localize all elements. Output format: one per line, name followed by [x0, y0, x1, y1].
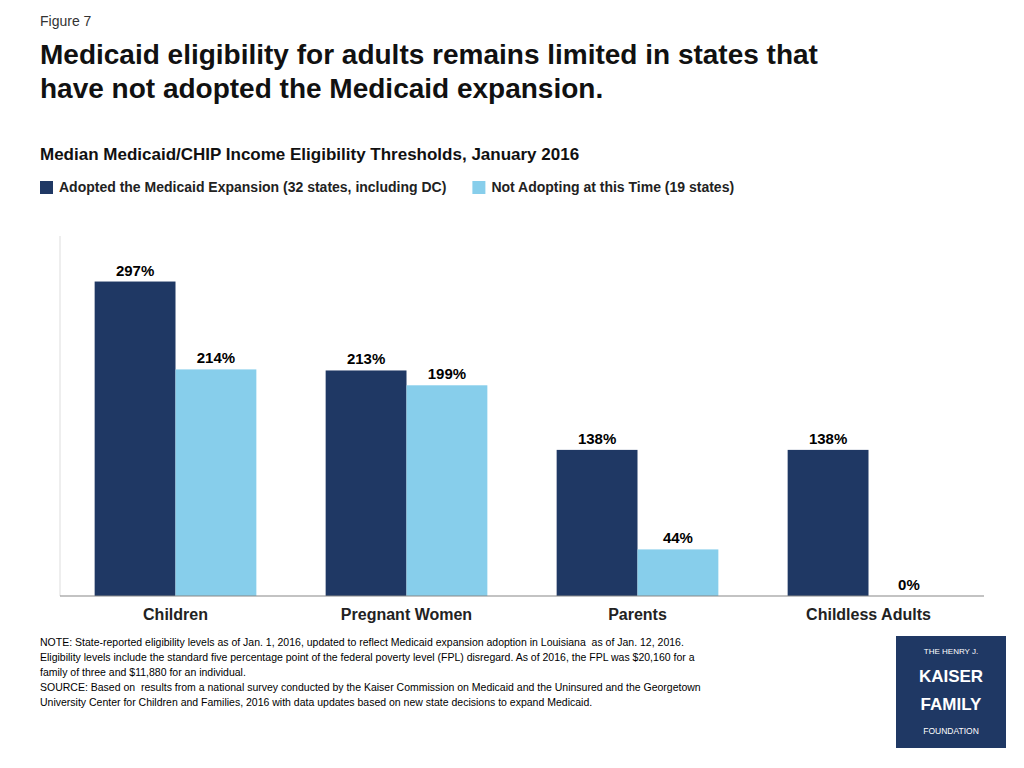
subtitle: Median Medicaid/CHIP Income Eligibility … [40, 145, 579, 164]
data-label: 199% [428, 365, 466, 382]
y-axis [60, 236, 61, 596]
data-label: 138% [578, 430, 616, 447]
legend-swatch [40, 181, 53, 194]
data-label: 214% [197, 349, 235, 366]
chart: Figure 7 Medicaid eligibility for adults … [0, 0, 1024, 768]
data-labels: 297% 213% 138% 138% 214% 199% 44% 0% [116, 262, 920, 593]
bar [788, 450, 869, 596]
bars [95, 282, 869, 596]
x-tick-label: Parents [608, 606, 667, 623]
note-line: family of three and $11,880 for an indiv… [40, 666, 246, 678]
x-tick-label: Childless Adults [806, 606, 931, 623]
x-axis [60, 595, 984, 596]
logo-text: KAISER [919, 667, 983, 686]
note-line: NOTE: State-reported eligibility levels … [40, 636, 684, 648]
title-line: have not adopted the Medicaid expansion. [40, 73, 603, 104]
logo: THE HENRY J. KAISER FAMILY FOUNDATION [896, 636, 1006, 748]
legend: Adopted the Medicaid Expansion (32 state… [40, 179, 734, 195]
x-tick-label: Children [143, 606, 208, 623]
note: NOTE: State-reported eligibility levels … [40, 636, 701, 708]
note-line: Eligibility levels include the standard … [40, 651, 695, 663]
data-label: 0% [898, 576, 920, 593]
data-label: 138% [809, 430, 847, 447]
data-label: 213% [347, 350, 385, 367]
title-line: Medicaid eligibility for adults remains … [40, 39, 818, 70]
bar [326, 370, 407, 596]
note-line: SOURCE: Based on results from a national… [40, 681, 701, 693]
logo-text: FAMILY [921, 695, 982, 714]
data-label: 297% [116, 262, 154, 279]
x-tick-label: Pregnant Women [341, 606, 472, 623]
legend-label: Adopted the Medicaid Expansion (32 state… [59, 179, 446, 195]
bar [176, 369, 257, 596]
bar [407, 385, 488, 596]
figure-label: Figure 7 [40, 13, 92, 29]
logo-text: FOUNDATION [923, 726, 979, 736]
bar [638, 549, 719, 596]
logo-text: THE HENRY J. [924, 647, 978, 656]
note-line: University Center for Children and Famil… [40, 696, 592, 708]
legend-label: Not Adopting at this Time (19 states) [491, 179, 734, 195]
legend-swatch [472, 181, 485, 194]
bar [557, 450, 638, 596]
title: Medicaid eligibility for adults remains … [40, 39, 818, 104]
bar [95, 282, 176, 596]
data-label: 44% [663, 529, 693, 546]
logo-box [896, 636, 1006, 748]
